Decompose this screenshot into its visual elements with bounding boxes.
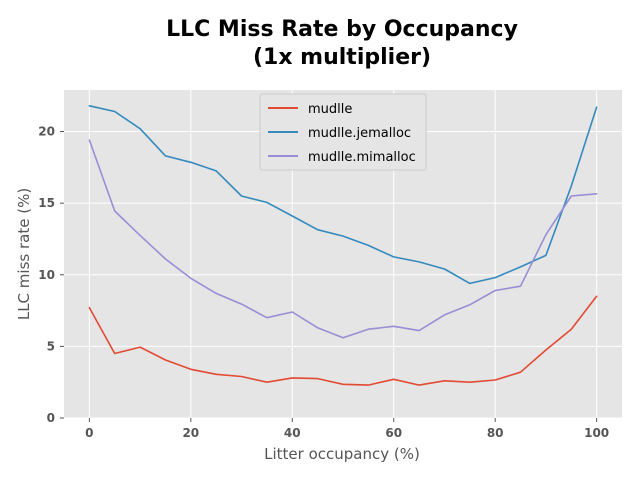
y-tick-label: 0 xyxy=(47,411,55,425)
y-tick-label: 15 xyxy=(38,196,55,210)
series-line-mudlle-jemalloc xyxy=(88,105,598,285)
x-tick-label: 100 xyxy=(584,426,609,440)
x-tick-label: 60 xyxy=(385,426,402,440)
x-tick-label: 20 xyxy=(182,426,199,440)
series-line-mudlle-mimalloc xyxy=(88,139,598,339)
legend-box xyxy=(259,93,427,171)
y-tick-label: 20 xyxy=(38,125,55,139)
legend-label-mudlle: mudlle xyxy=(308,102,352,117)
y-axis-label: LLC miss rate (%) xyxy=(15,188,33,320)
y-tick-label: 10 xyxy=(38,268,55,282)
legend-label-mimalloc: mudlle.mimalloc xyxy=(308,150,416,165)
y-tick-label: 5 xyxy=(47,339,55,353)
series-line-mudlle xyxy=(88,295,598,386)
tick-labels: 0 20 40 60 80 100 0 5 10 15 20 xyxy=(38,125,609,440)
chart-title-line-1: LLC Miss Rate by Occupancy xyxy=(166,17,518,42)
x-tick-label: 0 xyxy=(85,426,93,440)
x-axis-label: Litter occupancy (%) xyxy=(264,445,420,463)
x-tick-label: 40 xyxy=(284,426,301,440)
series-lines xyxy=(88,105,598,386)
chart-title-line-2: (1x multiplier) xyxy=(253,45,431,70)
legend-label-jemalloc: mudlle.jemalloc xyxy=(308,126,411,141)
x-tick-label: 80 xyxy=(487,426,504,440)
legend: mudlle mudlle.jemalloc mudlle.mimalloc xyxy=(259,93,427,171)
